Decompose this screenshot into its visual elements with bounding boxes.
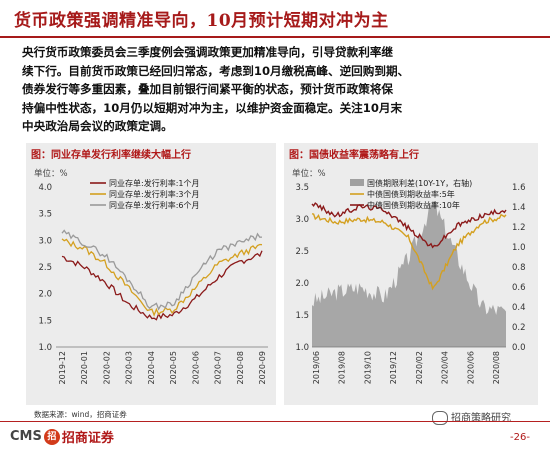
y2-tick-label: 1.2 <box>512 223 526 233</box>
paragraph-line: 中央政治局会议的政策定调。 <box>22 119 173 134</box>
y-tick-label: 3.5 <box>295 183 309 193</box>
legend-label: 同业存单:发行利率:3个月 <box>109 189 199 199</box>
brand-label: 招商策略研究 <box>451 413 511 424</box>
y-tick-label: 3.5 <box>38 210 52 220</box>
chart-svg: 1.0 1.5 2.0 2.5 3.0 3.5 0.0 0.2 0.4 0.6 0.8 1.0 1.2 1… <box>295 178 526 384</box>
cms-cn-text: 招商证券 <box>61 431 114 446</box>
series-line <box>311 202 507 249</box>
x-tick-label: 2020/06 <box>466 351 475 384</box>
y2-tick-label: 1.6 <box>512 183 526 193</box>
y-tick-label: 2.0 <box>295 279 309 289</box>
y2-tick-label: 0.6 <box>512 283 526 293</box>
x-tick-label: 2020/02 <box>415 351 424 384</box>
x-tick-label: 2019/08 <box>338 351 347 384</box>
cms-logo: CMS 招招商证券 <box>10 427 114 446</box>
y2-tick-label: 0.0 <box>512 343 526 353</box>
legend-swatch <box>350 179 364 186</box>
chart-cd-rates: 图：同业存单发行利率继续大幅上行 单位：% 1.0 1.5 2.0 2.5 3.0 3.5… <box>26 143 276 405</box>
body-paragraph: 央行货币政策委员会三季度例会强调政策更加精准导向，引导贷款利率继 续下行。目前货… <box>22 43 534 136</box>
x-tick-label: 2020-02 <box>102 351 111 384</box>
data-source: 数据来源：wind，招商证券 <box>34 410 127 419</box>
wechat-icon <box>432 411 448 425</box>
y-tick-label: 2.5 <box>38 263 52 273</box>
chart-unit: 单位：% <box>292 169 326 179</box>
y2-tick-label: 1.4 <box>512 203 526 213</box>
legend-label: 同业存单:发行利率:1个月 <box>109 178 199 188</box>
cms-badge-icon: 招 <box>43 428 60 445</box>
x-tick-label: 2019/06 <box>312 351 321 384</box>
series-line <box>61 238 263 317</box>
y2-tick-label: 0.2 <box>512 323 526 333</box>
legend-label: 同业存单:发行利率:6个月 <box>109 200 199 210</box>
y-tick-label: 4.0 <box>38 183 52 193</box>
y2-tick-label: 1.0 <box>512 243 526 253</box>
x-tick-label: 2019/10 <box>363 351 372 384</box>
paragraph-line: 持偏中性状态，10月仍以短期对冲为主，以维护资金面稳定。关注10月末 <box>22 100 403 115</box>
x-tick-label: 2020-07 <box>214 351 223 384</box>
x-tick-label: 2020-01 <box>80 351 89 384</box>
y-tick-label: 1.0 <box>38 343 52 353</box>
y-tick-label: 1.5 <box>295 311 309 321</box>
paragraph-line: 央行货币政策委员会三季度例会强调政策更加精准导向，引导贷款利率继 <box>22 45 394 59</box>
cms-text: CMS <box>10 429 42 444</box>
series-line <box>61 229 263 311</box>
x-tick-label: 2020-06 <box>191 351 200 384</box>
chart-svg: 1.0 1.5 2.0 2.5 3.0 3.5 4.0 2019-12 2020-01 2020-… <box>38 178 268 384</box>
page-number: -26- <box>510 432 530 443</box>
y-tick-label: 3.0 <box>295 215 309 225</box>
y2-tick-label: 0.8 <box>512 263 526 273</box>
x-tick-label: 2019-12 <box>58 351 67 384</box>
x-tick-label: 2020-08 <box>236 351 245 384</box>
y-tick-label: 2.5 <box>295 247 309 257</box>
x-tick-label: 2020-03 <box>125 351 134 384</box>
chart-treasury-yields: 图：国债收益率震荡略有上行 单位：% 1.0 1.5 2.0 2.5 3.0 3.5 0.0… <box>284 143 538 405</box>
y-tick-label: 1.0 <box>295 343 309 353</box>
legend-label: 中债国债到期收益率:10年 <box>367 200 460 210</box>
brand-mark: 招商策略研究 <box>432 409 511 425</box>
x-tick-label: 2020-04 <box>147 351 156 384</box>
x-tick-label: 2019/12 <box>389 351 398 384</box>
y-tick-label: 3.0 <box>38 236 52 246</box>
title-divider <box>0 36 550 38</box>
y-tick-label: 1.5 <box>38 316 52 326</box>
y2-tick-label: 0.4 <box>512 303 526 313</box>
footer-divider <box>0 421 550 422</box>
legend-label: 中债国债到期收益率:5年 <box>367 189 455 199</box>
chart-title: 图：国债收益率震荡略有上行 <box>289 150 419 161</box>
x-tick-label: 2020-09 <box>258 351 267 384</box>
paragraph-line: 续下行。目前货币政策已经回归常态，考虑到10月缴税高峰、逆回购到期、 <box>22 63 410 78</box>
page-title: 货币政策强调精准导向，10月预计短期对冲为主 <box>14 11 389 31</box>
chart-unit: 单位：% <box>34 169 68 179</box>
paragraph-line: 债券发行等多重因素，叠加目前银行间紧平衡的状态，预计货币政策将保 <box>22 82 394 97</box>
x-tick-label: 2020/04 <box>441 351 450 384</box>
series-area <box>312 200 506 347</box>
series-line <box>311 213 507 291</box>
y-tick-label: 2.0 <box>38 290 52 300</box>
x-tick-label: 2020-05 <box>169 351 178 384</box>
x-tick-label: 2020/08 <box>492 351 501 384</box>
series-line <box>61 250 263 321</box>
legend-label: 国债期限利差(10Y-1Y，右轴) <box>367 178 472 188</box>
chart-title: 图：同业存单发行利率继续大幅上行 <box>31 150 191 161</box>
